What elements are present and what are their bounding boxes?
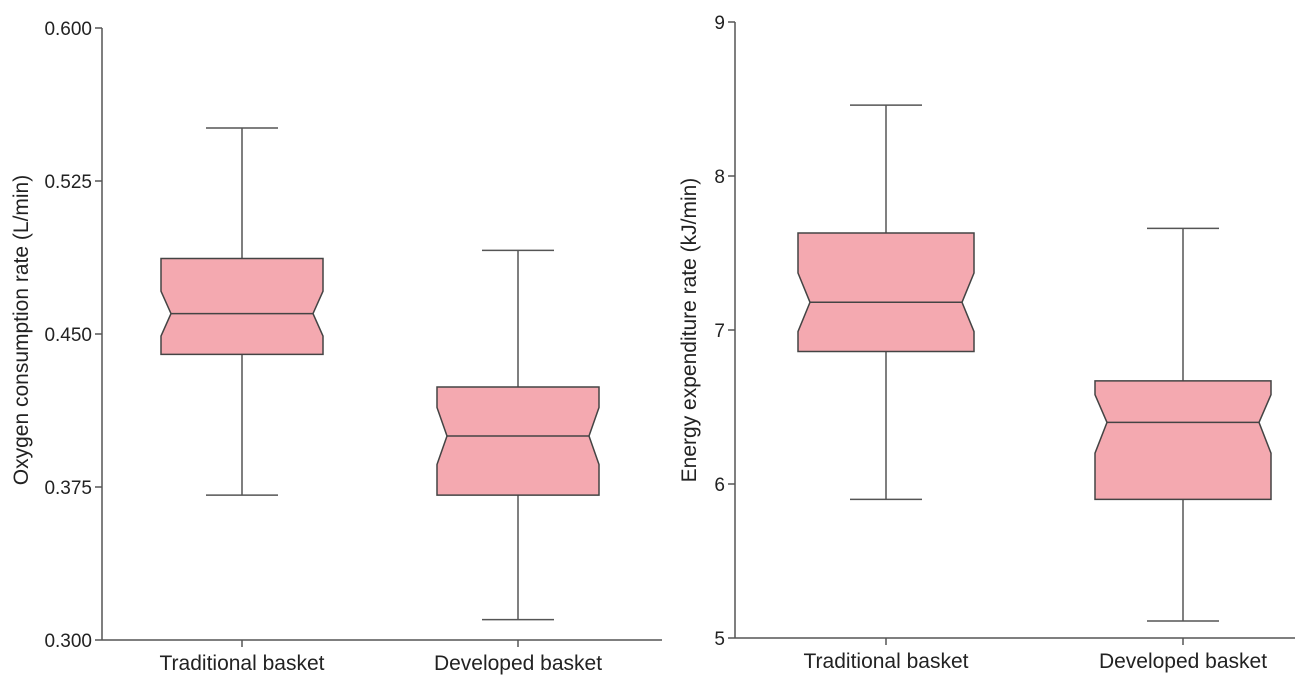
x-category-label: Developed basket: [434, 652, 602, 675]
x-category-label: Developed basket: [1099, 650, 1267, 673]
y-tick-label: 8: [714, 167, 725, 188]
y-tick-label: 6: [714, 475, 725, 496]
oxygen-consumption-chart: 0.300 0.375 0.450 0.525 0.600 Oxygen consumpt…: [10, 19, 662, 675]
notched-box: [436, 386, 600, 496]
notched-box: [160, 257, 324, 356]
y-tick-label: 0.450: [44, 325, 92, 346]
y-tick-label: 0.525: [44, 172, 92, 193]
x-category-label: Traditional basket: [804, 650, 969, 673]
y-tick-label: 0.300: [44, 631, 92, 652]
y-tick-label: 0.600: [44, 19, 92, 40]
y-tick-label: 0.375: [44, 478, 92, 499]
y-axis-title: Oxygen consumption rate (L/min): [10, 175, 33, 485]
box-0: [797, 104, 975, 501]
energy-expenditure-chart: 5 6 7 8 9 Energy expenditure rate (kJ/min) Tra…: [678, 13, 1295, 673]
y-tick-label: 9: [714, 13, 725, 34]
y-tick-label: 7: [714, 321, 725, 342]
x-category-label: Traditional basket: [160, 652, 325, 675]
box-1: [436, 249, 600, 621]
y-tick-label: 5: [714, 629, 725, 650]
notched-box: [1094, 380, 1272, 501]
notched-box: [797, 232, 975, 353]
box-0: [160, 127, 324, 496]
box-1: [1094, 227, 1272, 622]
y-axis-title: Energy expenditure rate (kJ/min): [678, 178, 701, 483]
